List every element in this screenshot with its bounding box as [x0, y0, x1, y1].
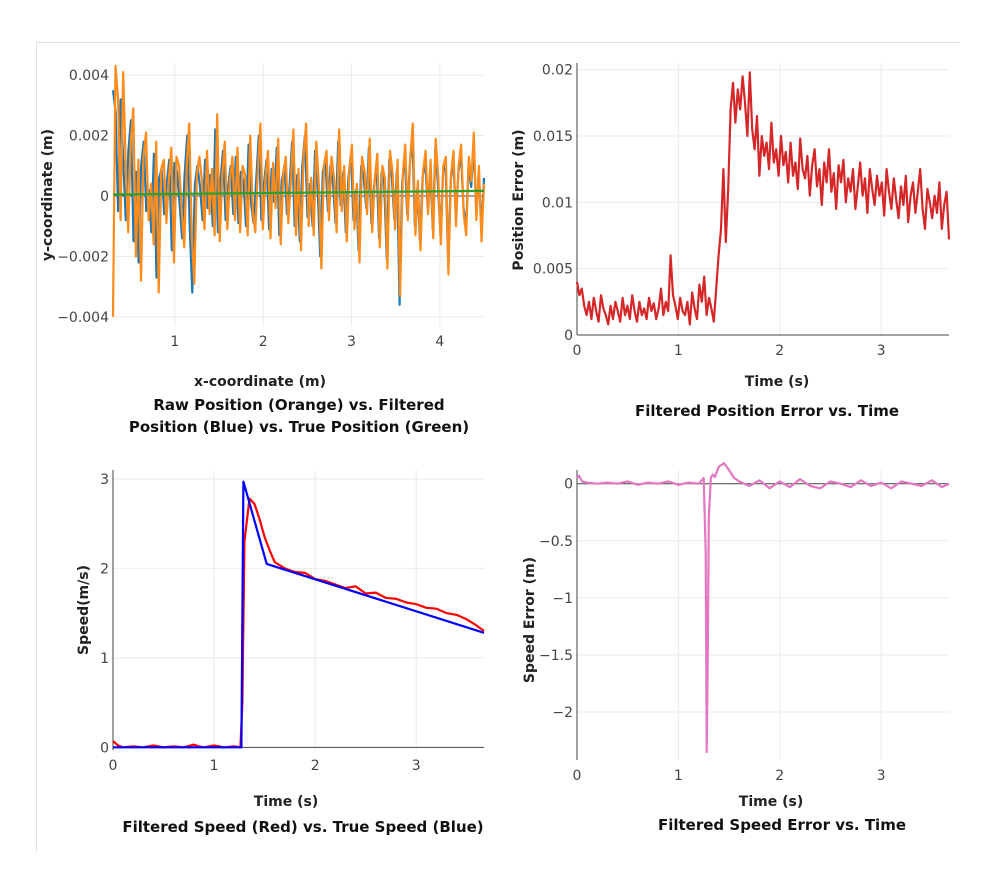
- series-line-2: [112, 189, 485, 196]
- y-tick-label-4: 0.004: [69, 68, 109, 84]
- x-axis-label: x-coordinate (m): [194, 374, 326, 390]
- y-tick-label-3: 0.002: [69, 129, 109, 145]
- y-tick-label-1: −0.5: [539, 534, 573, 550]
- y-tick-label-1: −0.002: [57, 249, 109, 265]
- y-tick-label-1: 0.005: [533, 262, 573, 278]
- y-tick-label-3: −1.5: [539, 648, 573, 664]
- chart-title-line-0: Filtered Speed Error vs. Time: [658, 816, 906, 834]
- x-tick-label-3: 3: [877, 768, 886, 784]
- x-axis-label: Time (s): [745, 374, 809, 390]
- y-axis-label: Speed(m/s): [76, 565, 92, 655]
- y-tick-label-4: −2: [552, 705, 573, 721]
- y-tick-label-4: 0.02: [542, 63, 573, 79]
- series-line-1: [113, 480, 485, 749]
- panel-border-left: [36, 42, 37, 852]
- y-tick-label-0: 0: [100, 740, 109, 756]
- y-tick-label-0: −0.004: [57, 310, 109, 326]
- x-tick-label-3: 4: [435, 334, 444, 350]
- x-tick-label-2: 2: [775, 343, 784, 359]
- chart-title-line-0: Raw Position (Orange) vs. Filtered: [153, 396, 444, 414]
- x-tick-label-3: 3: [412, 758, 421, 774]
- y-tick-label-0: 0: [564, 328, 573, 344]
- x-tick-label-1: 1: [674, 768, 683, 784]
- x-tick-label-1: 1: [210, 758, 219, 774]
- x-axis-label: Time (s): [739, 794, 803, 810]
- x-tick-label-0: 0: [109, 758, 118, 774]
- x-axis-label: Time (s): [254, 794, 318, 810]
- x-tick-label-0: 1: [170, 334, 179, 350]
- y-tick-label-2: 2: [100, 561, 109, 577]
- x-tick-label-2: 2: [311, 758, 320, 774]
- chart-title-line-0: Filtered Speed (Red) vs. True Speed (Blu…: [122, 818, 483, 836]
- series-line-0: [576, 462, 950, 754]
- y-axis-label: Position Error (m): [511, 129, 527, 270]
- x-tick-label-1: 2: [259, 334, 268, 350]
- y-tick-label-3: 3: [100, 472, 109, 488]
- y-tick-label-2: −1: [552, 591, 573, 607]
- x-tick-label-0: 0: [573, 768, 582, 784]
- panel-border-top: [36, 42, 960, 43]
- chart-title-line-0: Filtered Position Error vs. Time: [635, 402, 899, 420]
- y-tick-label-1: 1: [100, 651, 109, 667]
- chart-title-line-1: Position (Blue) vs. True Position (Green…: [129, 418, 469, 436]
- x-tick-label-3: 3: [877, 343, 886, 359]
- y-axis-label: y-coordinate (m): [40, 129, 56, 261]
- y-tick-label-2: 0: [100, 189, 109, 205]
- x-tick-label-0: 0: [573, 343, 582, 359]
- x-tick-label-2: 2: [775, 768, 784, 784]
- series-line-0: [575, 71, 951, 326]
- y-tick-label-0: 0: [564, 477, 573, 493]
- series-line-1: [111, 64, 486, 317]
- x-tick-label-1: 1: [674, 343, 683, 359]
- x-tick-label-2: 3: [347, 334, 356, 350]
- y-tick-label-3: 0.015: [533, 129, 573, 145]
- y-axis-label: Speed Error (m): [522, 557, 538, 683]
- y-tick-label-2: 0.01: [542, 195, 573, 211]
